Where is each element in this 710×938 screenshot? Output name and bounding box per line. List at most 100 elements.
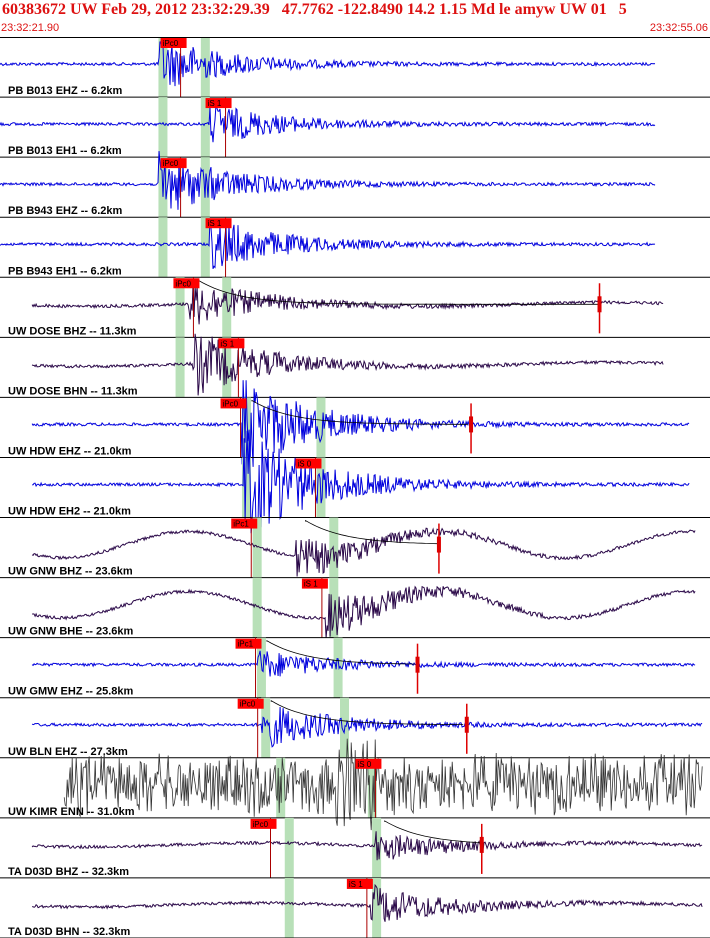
event-title: 60383672 UW Feb 29, 2012 23:32:29.39 47.… [2,1,627,18]
coda-end-marker-box [464,716,469,733]
waveform [0,151,656,210]
window-band-p [252,577,262,638]
window-band-p [284,877,294,938]
waveform [0,104,656,143]
window-band-p [284,817,294,878]
pick-box [220,398,247,409]
pick-label: iS 1 [208,99,222,108]
trace-row: iS 1 UW GNW BHE -- 23.6km [0,577,710,639]
pick-label: iPc0 [240,700,256,709]
trace-row: iPc0 PB B013 EHZ -- 6.2km [0,37,710,98]
waveform [31,527,696,577]
station-label: UW HDW EHZ -- 21.0km [8,445,132,457]
trace-row: iPc0 UW HDW EHZ -- 21.0km [0,380,710,467]
trace-row: iS 1 TA D03D BHN -- 32.3km [0,877,710,938]
station-label: UW DOSE BHN -- 11.3km [8,385,138,397]
window-band-s [200,97,210,158]
waveform [31,281,664,325]
waveform [31,650,696,677]
station-label: TA D03D BHN -- 32.3km [8,926,130,938]
station-label: UW HDW EH2 -- 21.0km [8,506,131,518]
waveform [31,831,703,861]
pick-label: iPc0 [163,39,179,48]
station-label: UW BLN EHZ -- 27.3km [8,746,128,758]
window-band-s [367,757,377,818]
pick-label: iPc1 [238,640,254,649]
window-band-s [200,217,210,278]
window-band-p [158,97,168,158]
window-band-s [372,877,382,938]
station-label: PB B943 EH1 -- 6.2km [8,265,122,277]
trace-row: iPc1 UW GNW BHZ -- 23.6km [0,517,710,579]
pick-label: iS 0 [297,459,311,468]
pick-box [237,698,264,709]
pick-box [218,338,245,349]
seismogram-panel: iPc0 PB B013 EHZ -- 6.2km iS 1 PB B013 EH1 … [0,37,710,938]
event-header: 60383672 UW Feb 29, 2012 23:32:29.39 47.… [0,0,710,38]
window-band-p [158,217,168,278]
window-band-p [261,697,271,758]
trace-row: iS 0 UW HDW EH2 -- 21.0km [0,430,710,534]
window-band-s [329,577,339,638]
pick-box [231,518,258,529]
pick-box [235,638,262,649]
pick-label: iPc1 [233,520,249,529]
trace-row: iS 1 PB B013 EH1 -- 6.2km [0,97,710,158]
waveform [31,706,703,748]
pick-box [205,218,232,229]
coda-decay-curve [197,279,599,305]
pick-label: iPc0 [223,399,239,408]
trace-row: iS 0 UW KIMR ENN -- 31.0km [0,738,710,831]
pick-label: iS 0 [357,760,371,769]
window-band-p [175,337,185,398]
pick-box [160,38,187,48]
waveform [63,738,703,831]
pick-label: iPc0 [163,159,179,168]
window-start-time: 23:32:21.90 [1,22,60,34]
pick-label: iS 1 [208,219,222,228]
pick-box [301,578,328,589]
pick-box [295,458,322,469]
trace-row: iPc0 UW BLN EHZ -- 27.3km [0,697,710,759]
window-end-time: 23:32:55.06 [649,22,708,34]
coda-end-marker-box [479,836,484,853]
window-band-s [329,517,339,578]
coda-decay-curve [305,519,438,545]
window-band-s [333,637,343,698]
station-label: PB B943 EHZ -- 6.2km [8,205,123,217]
coda-end-marker-box [415,656,420,673]
window-band-s [222,277,232,338]
trace-row: iPc1 UW GMW EHZ -- 25.8km [0,637,710,699]
trace-row: iPc0 UW DOSE BHZ -- 11.3km [0,277,710,338]
coda-decay-curve [384,820,481,844]
pick-box [160,158,187,169]
trace-row: iPc0 TA D03D BHZ -- 32.3km [0,817,710,879]
window-band-p [175,277,185,338]
window-band-s [316,397,326,458]
pick-box [250,818,277,829]
coda-end-marker-box [436,536,441,553]
pick-label: iS 1 [304,580,318,589]
waveform [0,219,656,269]
waveform [32,430,690,534]
trace-row: iS 1 UW DOSE BHN -- 11.3km [0,333,710,398]
pick-label: iPc0 [175,279,191,288]
pick-label: iS 1 [349,880,363,889]
station-label: UW GNW BHZ -- 23.6km [8,566,133,578]
station-label: UW KIMR ENN -- 31.0km [8,806,135,818]
waveform [31,585,696,639]
window-band-p [241,397,251,458]
window-band-p [158,37,168,98]
coda-decay-curve [251,399,468,425]
coda-decay-curve [270,700,464,725]
pick-box [205,98,232,109]
station-label: UW GNW BHE -- 23.6km [8,626,134,638]
pick-label: iS 1 [220,339,234,348]
trace-row: iS 1 PB B943 EH1 -- 6.2km [0,217,710,278]
station-label: UW GMW EHZ -- 25.8km [8,686,134,698]
trace-row: iPc0 PB B943 EHZ -- 6.2km [0,151,710,218]
pick-box [355,758,382,769]
window-band-p [241,457,251,518]
coda-end-marker-box [597,296,602,313]
station-label: TA D03D BHZ -- 32.3km [8,866,129,878]
